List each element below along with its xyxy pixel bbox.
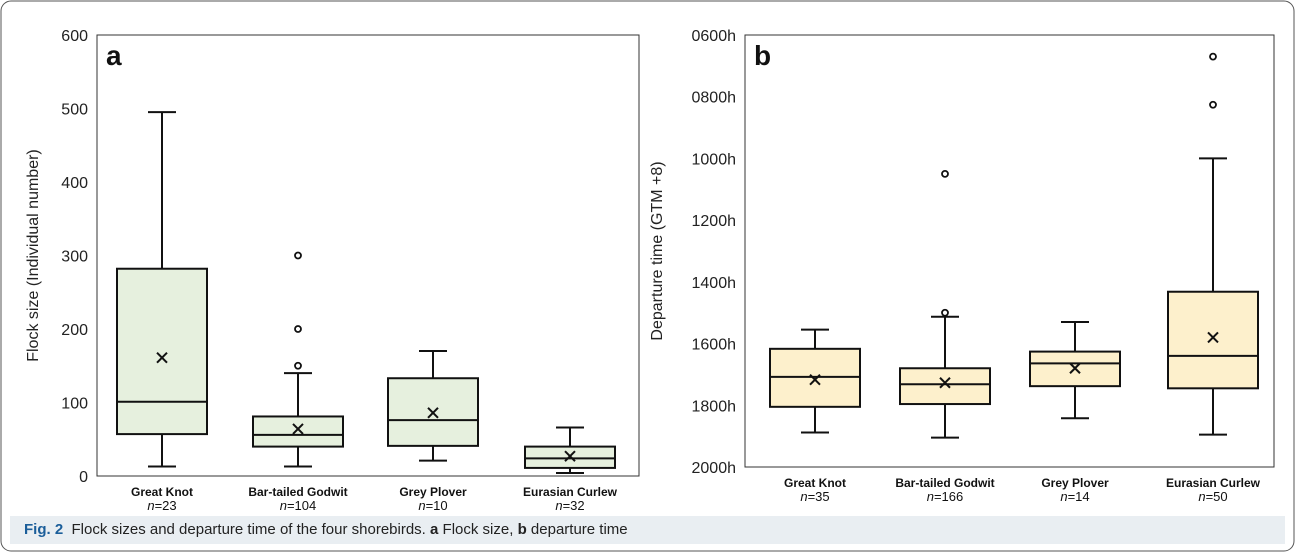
- sample-size-label: n=104: [280, 498, 317, 513]
- y-tick-label: 200: [61, 322, 88, 339]
- box-eurasian-curlew: [524, 426, 616, 475]
- category-label: Eurasian Curlew: [1166, 476, 1261, 490]
- caption-letter-a: a: [430, 521, 439, 538]
- n-symbol: n: [418, 498, 425, 513]
- caption-fig-label: Fig. 2: [24, 521, 64, 538]
- y-axis-label: Departure time (GTM +8): [649, 161, 666, 340]
- mean-marker: [292, 423, 304, 435]
- panel-label: a: [106, 40, 122, 71]
- outlier-point: [1209, 100, 1217, 109]
- iqr-box: [387, 377, 479, 447]
- category-label: Great Knot: [784, 476, 846, 490]
- box-eurasian-curlew: [1167, 52, 1259, 436]
- panel-label: b: [754, 40, 771, 71]
- caption-text-1: Flock sizes and departure time of the fo…: [71, 521, 426, 538]
- y-tick-label: 2000h: [692, 460, 737, 477]
- caption-text-2: Flock size,: [442, 521, 514, 538]
- caption-text-3: departure time: [530, 521, 628, 538]
- n-value: =14: [1068, 489, 1090, 504]
- outlier-point: [1209, 52, 1217, 61]
- plot-area: [744, 34, 1275, 468]
- panel-b-departure-time: 0600h 0800h 1000h 1200h 1400h 1600h 1800h 2000h…: [649, 28, 1275, 504]
- n-symbol: n: [1060, 489, 1067, 504]
- n-value: =50: [1206, 489, 1228, 504]
- mean-marker: [156, 351, 168, 364]
- y-tick-label: 0: [79, 469, 88, 486]
- y-tick-label: 500: [61, 102, 88, 119]
- y-tick-label: 300: [61, 249, 88, 266]
- category-label: Great Knot: [131, 485, 193, 499]
- n-value: =32: [563, 498, 585, 513]
- mean-marker: [1207, 331, 1219, 344]
- panel-a-flock-size: 0 100 200 300 400 500 600 Flock size (Individua…: [25, 28, 640, 513]
- n-symbol: n: [1198, 489, 1205, 504]
- y-tick-label: 600: [61, 28, 88, 45]
- category-label: Grey Plover: [1041, 476, 1109, 490]
- caption-letter-b: b: [517, 521, 527, 538]
- category-label: Grey Plover: [399, 485, 467, 499]
- box-grey-plover: [387, 350, 479, 462]
- y-tick-label: 0600h: [692, 28, 737, 45]
- y-tick-label: 1800h: [692, 398, 737, 415]
- y-tick-label: 400: [61, 175, 88, 192]
- category-label: Bar-tailed Godwit: [248, 485, 347, 499]
- mean-marker: [564, 450, 576, 462]
- iqr-box: [1167, 290, 1259, 390]
- sample-size-label: n=166: [927, 489, 964, 504]
- outlier-point: [294, 361, 302, 370]
- mean-marker: [809, 373, 821, 386]
- y-tick-label: 100: [61, 396, 88, 413]
- iqr-box: [252, 415, 344, 448]
- sample-size-label: n=35: [800, 489, 829, 504]
- n-symbol: n: [800, 489, 807, 504]
- n-value: =104: [287, 498, 316, 513]
- n-symbol: n: [147, 498, 154, 513]
- outlier-point: [294, 325, 302, 333]
- outlier-point: [294, 251, 302, 260]
- iqr-box: [899, 367, 991, 406]
- mean-marker: [427, 407, 439, 419]
- sample-size-label: n=50: [1198, 489, 1227, 504]
- y-tick-label: 1200h: [692, 213, 737, 230]
- n-value: =10: [426, 498, 448, 513]
- box-great-knot: [769, 328, 861, 434]
- mean-marker: [1069, 362, 1081, 374]
- sample-size-label: n=10: [418, 498, 447, 513]
- iqr-box: [116, 267, 208, 436]
- n-symbol: n: [927, 489, 934, 504]
- y-tick-label: 1600h: [692, 337, 737, 354]
- mean-marker: [939, 377, 951, 389]
- box-great-knot: [116, 111, 208, 468]
- n-symbol: n: [555, 498, 562, 513]
- box-grey-plover: [1029, 320, 1121, 420]
- outlier-point: [941, 308, 949, 317]
- plot-area: [96, 34, 640, 477]
- sample-size-label: n=32: [555, 498, 584, 513]
- y-tick-label: 0800h: [692, 90, 737, 107]
- category-label: Bar-tailed Godwit: [895, 476, 994, 490]
- n-symbol: n: [280, 498, 287, 513]
- box-bar-tailed-godwit: [252, 251, 344, 468]
- sample-size-label: n=14: [1060, 489, 1089, 504]
- box-bar-tailed-godwit: [899, 169, 991, 439]
- y-tick-label: 1000h: [692, 151, 737, 168]
- y-tick-label: 1400h: [692, 275, 737, 292]
- y-axis-label: Flock size (Individual number): [25, 149, 42, 362]
- figure-caption: Fig. 2 Flock sizes and departure time of…: [10, 516, 1285, 544]
- sample-size-label: n=23: [147, 498, 176, 513]
- outlier-point: [941, 169, 949, 178]
- category-label: Eurasian Curlew: [523, 485, 618, 499]
- n-value: =23: [155, 498, 177, 513]
- n-value: =166: [934, 489, 963, 504]
- n-value: =35: [808, 489, 830, 504]
